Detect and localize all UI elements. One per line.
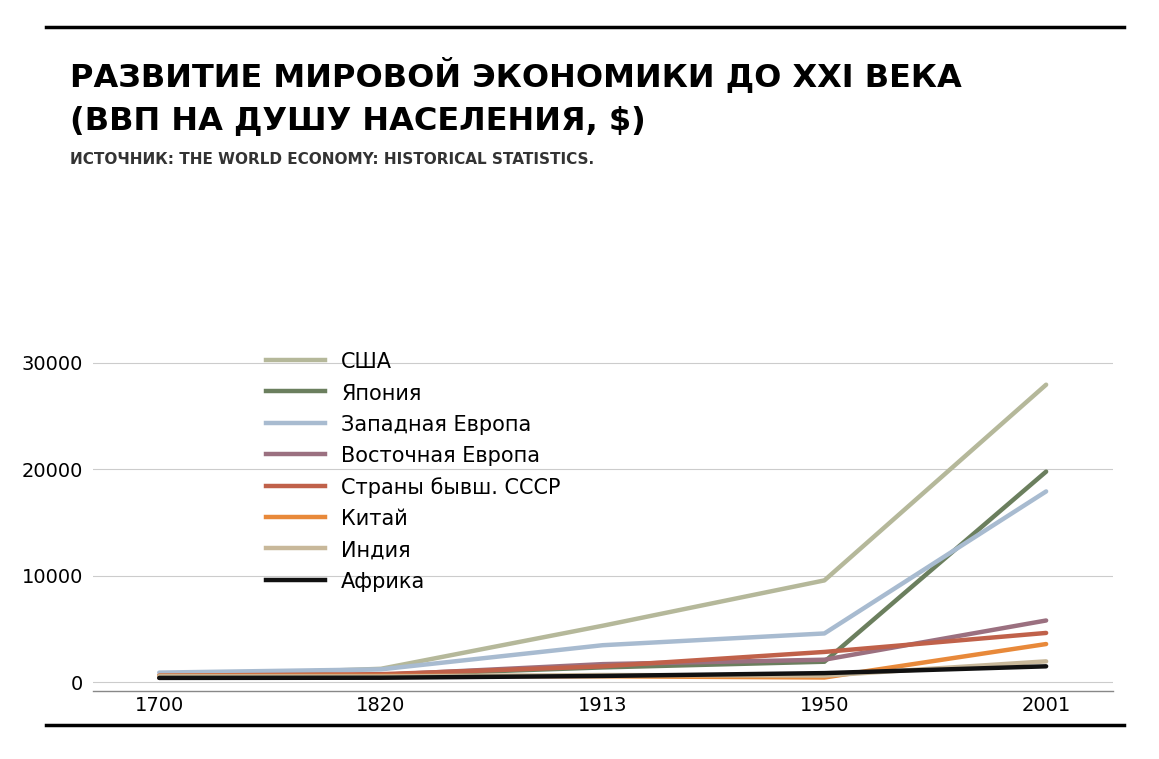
Text: РАЗВИТИЕ МИРОВОЙ ЭКОНОМИКИ ДО XXI ВЕКА: РАЗВИТИЕ МИРОВОЙ ЭКОНОМИКИ ДО XXI ВЕКА	[70, 57, 961, 93]
Legend: США, Япония, Западная Европа, Восточная Европа, Страны бывш. СССР, Китай, Индия,: США, Япония, Западная Европа, Восточная …	[267, 352, 561, 592]
Text: (ВВП НА ДУШУ НАСЕЛЕНИЯ, $): (ВВП НА ДУШУ НАСЕЛЕНИЯ, $)	[70, 105, 646, 136]
Text: ИСТОЧНИК: THE WORLD ECONOMY: HISTORICAL STATISTICS.: ИСТОЧНИК: THE WORLD ECONOMY: HISTORICAL …	[70, 152, 593, 167]
